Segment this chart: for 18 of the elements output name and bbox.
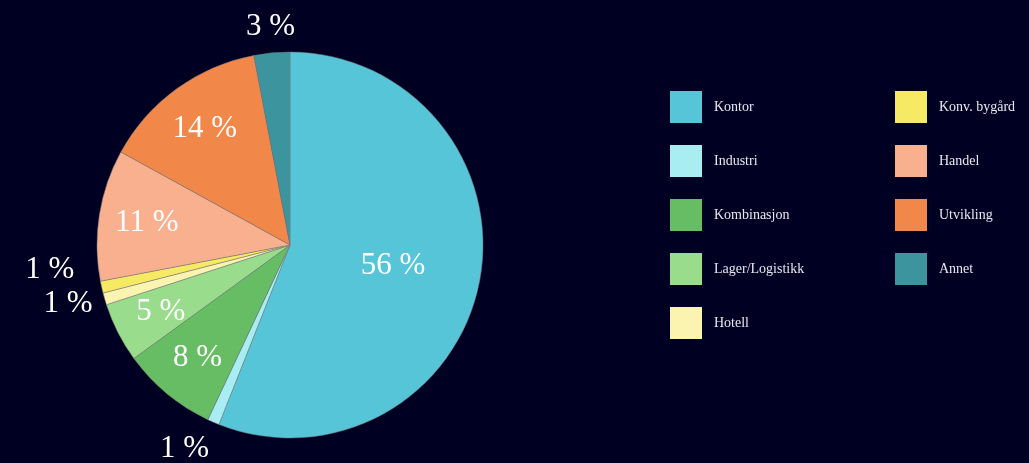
legend-label: Hotell [714, 315, 750, 330]
data-label: 1 % [25, 249, 75, 285]
legend-label: Industri [714, 153, 758, 168]
legend-label: Handel [939, 153, 980, 168]
data-label: 5 % [136, 291, 186, 327]
data-label: 8 % [173, 337, 223, 373]
legend-label: Kombinasjon [714, 207, 790, 222]
legend-label: Kontor [714, 99, 754, 114]
data-label: 1 % [160, 428, 210, 463]
legend-label: Lager/Logistikk [714, 261, 805, 276]
data-label: 56 % [360, 245, 426, 281]
data-label: 14 % [172, 108, 238, 144]
data-label: 11 % [115, 203, 179, 239]
legend-label: Utvikling [939, 207, 993, 222]
legend-label: Konv. bygård [939, 99, 1016, 114]
legend-label: Annet [939, 261, 974, 276]
data-label: 1 % [43, 283, 93, 319]
data-label: 3 % [245, 7, 296, 42]
